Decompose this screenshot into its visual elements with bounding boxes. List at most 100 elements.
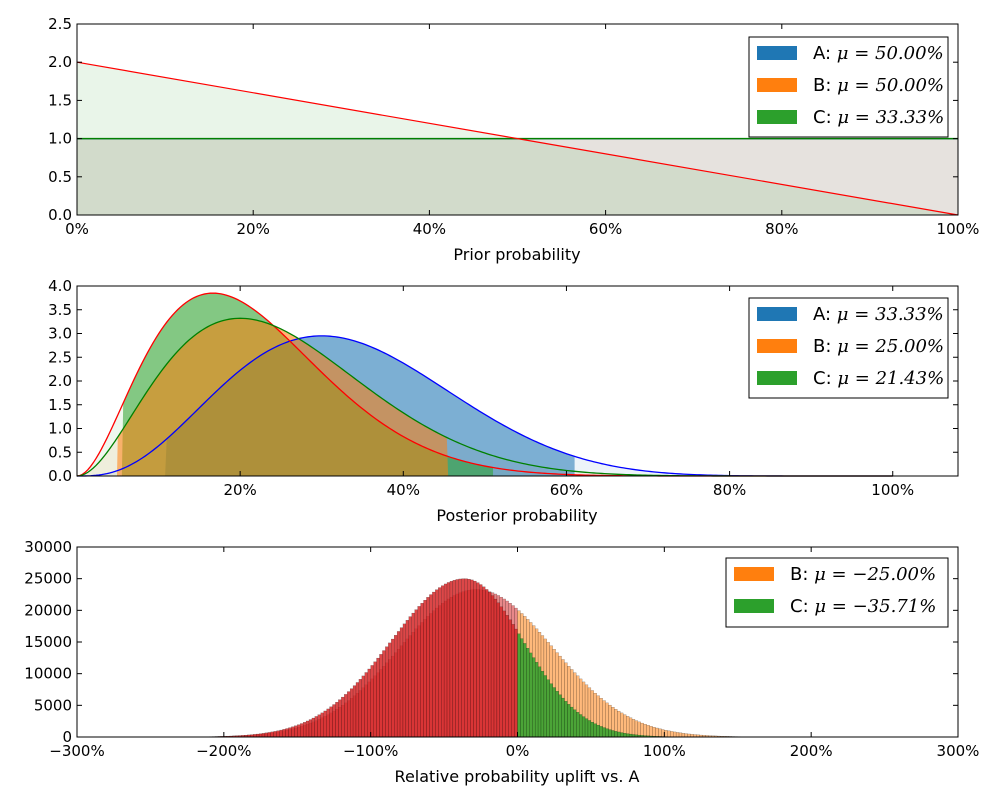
legend-swatch [757, 339, 797, 353]
uplift-bar-b [652, 727, 656, 738]
uplift-bar-c [349, 688, 354, 738]
uplift-bar-c [282, 729, 286, 738]
uplift-bar-b [681, 733, 686, 738]
uplift-bar-c [273, 731, 277, 738]
x-tick-label: 100% [937, 220, 980, 238]
uplift-bar-c [344, 694, 348, 738]
uplift-bar-c [341, 696, 345, 738]
legend-swatch [757, 307, 797, 321]
uplift-bar-c [417, 606, 421, 738]
uplift-bar-c [432, 591, 436, 738]
uplift-bar-c [376, 657, 380, 738]
uplift-bar-c [626, 733, 630, 738]
uplift-bar-c [617, 731, 621, 738]
uplift-bar-c [502, 610, 506, 738]
y-tick-label: 5000 [34, 696, 72, 714]
uplift-bar-c [602, 727, 606, 738]
prior-density-fill-b [77, 138, 958, 215]
uplift-bar-c [620, 732, 624, 738]
y-tick-label: 2.5 [48, 348, 72, 366]
uplift-bar-c [473, 580, 477, 738]
y-tick-label: 30000 [24, 538, 72, 556]
legend-mu: μ = −35.71% [814, 596, 936, 617]
y-tick-label: 1.5 [48, 91, 72, 109]
uplift-bar-c [391, 638, 395, 738]
uplift-bar-c [435, 589, 439, 738]
uplift-bar-c [482, 586, 486, 738]
x-tick-label: 20% [223, 481, 256, 499]
y-tick-label: 1.0 [48, 420, 72, 438]
uplift-histogram-panel: 0 5000 10000 15000 20000 25000 30000 −300% −200%… [24, 538, 979, 786]
prior-chart-axes: 0.0 0.5 1.0 1.5 2.0 2.5 0% 20% 40% 60% 80% 100% [48, 15, 979, 238]
legend-label: B: μ = 50.00% [813, 75, 944, 96]
uplift-bar-c [555, 691, 559, 738]
uplift-bar-c [355, 682, 360, 738]
uplift-bar-c [394, 635, 398, 738]
uplift-bar-c [385, 646, 389, 738]
uplift-bar-c [508, 619, 512, 738]
posterior-chart-legend: A: μ = 33.33% B: μ = 25.00% C: μ = 21.43% [748, 297, 949, 399]
posterior-chart-marks [76, 292, 893, 477]
uplift-bar-b [684, 733, 688, 738]
uplift-bar-c [543, 675, 547, 738]
uplift-bar-c [549, 683, 553, 738]
y-tick-label: 0.5 [48, 168, 72, 186]
y-tick-label: 1.0 [48, 130, 72, 148]
prior-density-line-c [76, 61, 959, 216]
prior-chart-legend: A: μ = 50.00% B: μ = 50.00% C: μ = 33.33% [748, 36, 949, 138]
uplift-bar-c [514, 628, 518, 738]
uplift-bar-c [405, 620, 409, 738]
uplift-bar-c [373, 661, 377, 738]
uplift-bar-c [540, 671, 545, 738]
uplift-bar-c [558, 694, 562, 738]
y-tick-label: 2.5 [48, 15, 72, 33]
x-tick-label: 40% [387, 481, 420, 499]
posterior-interval-fill-c [116, 318, 449, 476]
prior-chart-marks [76, 61, 959, 216]
uplift-bar-c [579, 714, 583, 738]
uplift-bar-c [402, 623, 407, 738]
x-tick-label: −200% [196, 742, 251, 760]
uplift-bar-c [488, 592, 492, 738]
uplift-bar-c [485, 589, 489, 738]
uplift-bar-c [329, 706, 333, 738]
plot-frame [76, 23, 959, 216]
uplift-bar-c [590, 722, 594, 738]
x-tick-label: 80% [765, 220, 798, 238]
uplift-bar-b [675, 732, 680, 738]
x-tick-label: 40% [413, 220, 446, 238]
uplift-bar-c [537, 666, 542, 738]
uplift-bar-c [285, 728, 289, 738]
uplift-bar-c [294, 725, 298, 738]
x-tick-label: 60% [550, 481, 583, 499]
uplift-bar-c [326, 708, 330, 738]
y-tick-label: 0.0 [48, 206, 72, 224]
legend-label: A: μ = 50.00% [813, 43, 944, 64]
uplift-bar-c [490, 595, 495, 738]
uplift-bar-c [461, 578, 465, 738]
legend-mu: μ = 33.33% [837, 107, 944, 128]
legend-mu: μ = 33.33% [837, 304, 944, 325]
uplift-bar-c [458, 578, 462, 738]
uplift-bar-c [546, 679, 550, 738]
uplift-bar-c [367, 668, 371, 738]
uplift-bar-c [593, 723, 597, 738]
uplift-bar-c [423, 600, 427, 738]
x-tick-label: 100% [643, 742, 686, 760]
uplift-bar-c [587, 720, 592, 738]
uplift-bar-b [678, 732, 683, 738]
uplift-bar-c [470, 579, 474, 738]
legend-label: C: μ = −35.71% [790, 596, 936, 617]
uplift-bar-c [317, 714, 321, 738]
x-tick-label: 0% [65, 220, 89, 238]
uplift-bar-c [608, 729, 612, 738]
uplift-bar-c [517, 633, 521, 738]
posterior-chart-axes: 0.0 0.5 1.0 1.5 2.0 2.5 3.0 3.5 4.0 20% 40% 60% 80% 1… [48, 277, 959, 499]
uplift-bar-c [438, 587, 442, 738]
legend-label: C: μ = 33.33% [813, 107, 944, 128]
uplift-bar-b [667, 730, 671, 738]
legend-mu: μ = 50.00% [837, 75, 944, 96]
uplift-bar-c [446, 582, 451, 738]
uplift-bar-c [332, 704, 336, 738]
uplift-bar-c [323, 710, 327, 738]
